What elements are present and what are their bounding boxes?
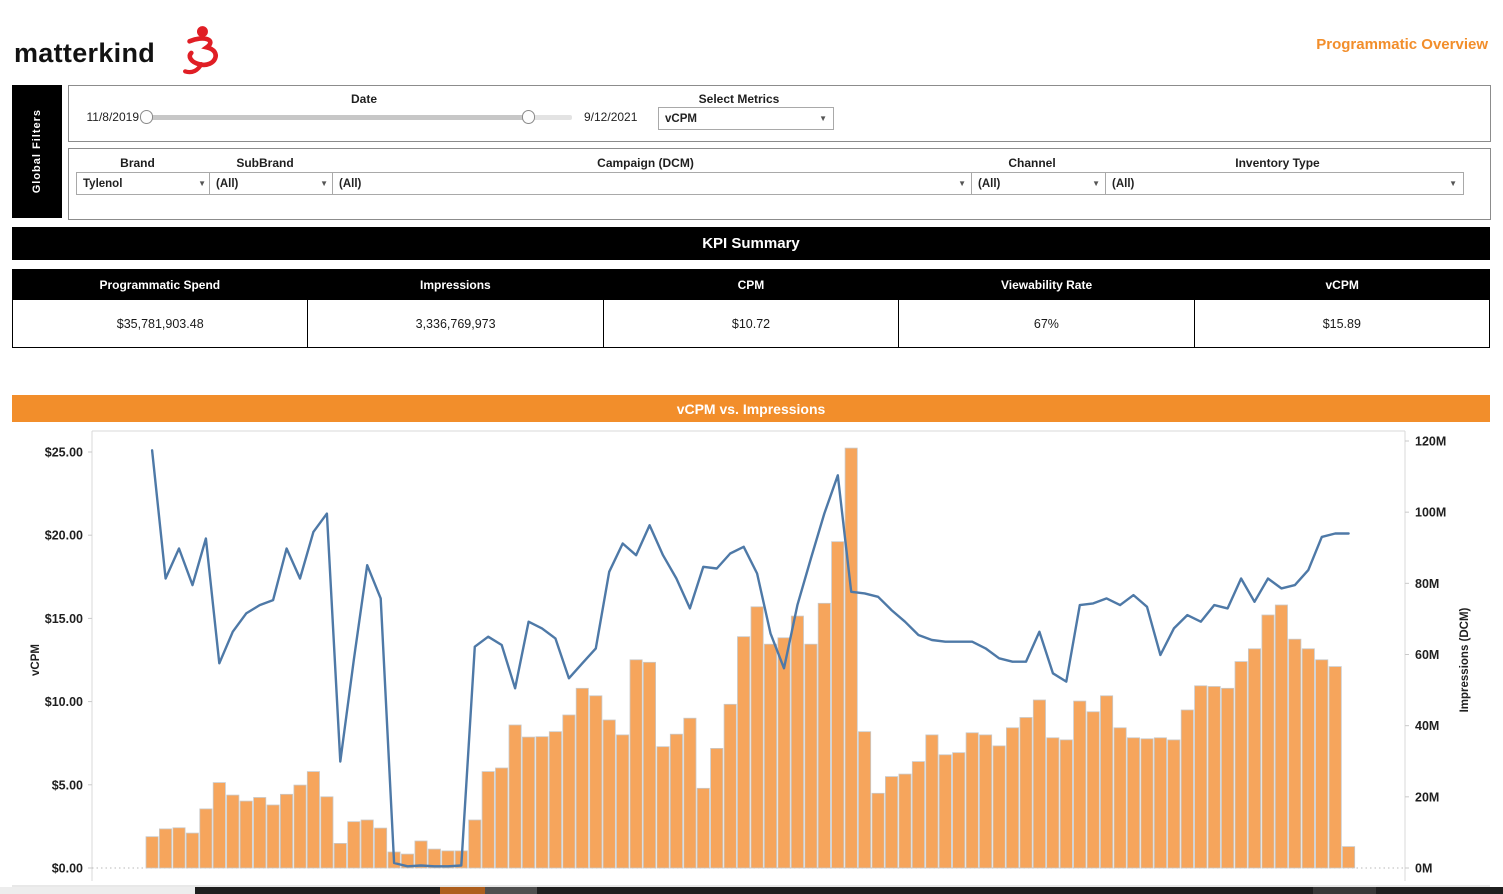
matterkind-logo: matterkind [14, 38, 156, 68]
date-metrics-panel: Date 11/8/2019 9/12/2021 Select Metrics … [68, 85, 1491, 142]
inventory-type-label: Inventory Type [1235, 156, 1320, 170]
chevron-down-icon: ▼ [1092, 179, 1100, 188]
date-end-value: 9/12/2021 [584, 110, 638, 124]
chevron-down-icon: ▼ [198, 179, 206, 188]
left-axis-tick-label: $15.00 [45, 612, 83, 626]
impressions-bars[interactable] [145, 447, 1356, 869]
global-filters-tab: Global Filters [12, 85, 62, 218]
kpi-summary-title: KPI Summary [702, 235, 800, 252]
right-axis-tick-label: 20M [1415, 790, 1439, 804]
kpi-column-header: Impressions [420, 277, 491, 292]
chevron-down-icon: ▼ [1449, 179, 1457, 188]
channel-dropdown[interactable]: (All) ▼ [971, 172, 1107, 195]
chevron-down-icon: ▼ [819, 114, 827, 123]
vcpm-impressions-chart-svg[interactable]: $0.00 $5.00 $10.00 $15.00 $20.00 $25.00 0M 20M 4… [12, 423, 1490, 887]
right-axis-tick-label: 0M [1415, 862, 1432, 876]
scrollbar-shade [1313, 887, 1376, 894]
brand-filters-panel: Brand Tylenol ▼ SubBrand (All) ▼ Campaig… [68, 148, 1491, 220]
page-title: Programmatic Overview [1316, 36, 1488, 53]
chart-title-bar: vCPM vs. Impressions [12, 395, 1490, 422]
header: matterkind [14, 24, 231, 83]
scrollbar-thumb-gray[interactable] [485, 887, 537, 894]
right-axis-tick-label: 80M [1415, 577, 1439, 591]
left-axis-tick-label: $25.00 [45, 446, 83, 460]
kpi-value-cell: $35,781,903.48 [12, 300, 309, 347]
kpi-table-header-row: Programmatic Spend Impressions CPM Viewabil… [12, 269, 1490, 300]
left-axis-tick-label: $20.00 [45, 529, 83, 543]
select-metrics-value: vCPM [665, 112, 697, 125]
kpi-column-header: vCPM [1325, 277, 1359, 292]
chevron-down-icon: ▼ [320, 179, 328, 188]
date-start-value: 11/8/2019 [86, 110, 140, 124]
inventory-type-value: (All) [1112, 177, 1135, 190]
brand-dropdown[interactable]: Tylenol ▼ [76, 172, 213, 195]
campaign-dropdown[interactable]: (All) ▼ [332, 172, 973, 195]
date-slider-track[interactable] [147, 115, 532, 120]
kpi-column-header: CPM [737, 277, 765, 292]
left-axis-tick-label: $10.00 [45, 695, 83, 709]
left-axis-tick-label: $5.00 [52, 778, 83, 792]
kpi-value-cell: $10.72 [603, 300, 900, 347]
channel-value: (All) [978, 177, 1001, 190]
date-slider-track-rest[interactable] [532, 115, 572, 120]
kpi-value-cell: 3,336,769,973 [308, 300, 604, 347]
kpi-value-cell: 67% [899, 300, 1195, 347]
chevron-down-icon: ▼ [958, 179, 966, 188]
right-axis-tick-label: 100M [1415, 506, 1446, 520]
chart-title: vCPM vs. Impressions [676, 400, 826, 417]
kpi-summary-header: KPI Summary [12, 227, 1490, 260]
kpi-table: Programmatic Spend Impressions CPM Viewabil… [12, 269, 1491, 348]
kpi-column-header: Programmatic Spend [99, 277, 221, 292]
kpi-column-header: Viewability Rate [1001, 277, 1093, 292]
right-axis-tick-label: 40M [1415, 719, 1439, 733]
brand-value: Tylenol [83, 177, 123, 190]
subbrand-label: SubBrand [236, 156, 294, 170]
kpi-table-value-row: $35,781,903.48 3,336,769,973 $10.72 67% $15.… [12, 300, 1491, 348]
date-slider-handle-end[interactable] [522, 110, 535, 124]
vcpm-line[interactable] [150, 449, 1350, 868]
select-metrics-dropdown[interactable]: vCPM ▼ [658, 107, 834, 130]
campaign-label: Campaign (DCM) [597, 156, 694, 170]
right-axis-tick-label: 120M [1415, 435, 1446, 449]
j3-logo-icon [168, 21, 234, 86]
inventory-type-dropdown[interactable]: (All) ▼ [1105, 172, 1464, 195]
select-metrics-label: Select Metrics [698, 92, 780, 106]
scrollbar [0, 887, 1503, 894]
right-axis-title: Impressions (DCM) [1459, 607, 1471, 712]
date-slider-handle-start[interactable] [140, 110, 153, 124]
global-filters-label: Global Filters [31, 109, 43, 194]
subbrand-dropdown[interactable]: (All) ▼ [209, 172, 335, 195]
channel-label: Channel [1008, 156, 1056, 170]
left-axis-title: vCPM [30, 644, 42, 676]
brand-label: Brand [120, 156, 155, 170]
scrollbar-track[interactable] [195, 887, 1503, 894]
left-axis-tick-label: $0.00 [52, 862, 83, 876]
date-filter-label: Date [350, 92, 377, 106]
scrollbar-thumb-orange[interactable] [440, 887, 485, 894]
kpi-value-cell: $15.89 [1194, 300, 1491, 347]
right-axis-tick-label: 60M [1415, 648, 1439, 662]
campaign-value: (All) [339, 177, 362, 190]
subbrand-value: (All) [216, 177, 239, 190]
